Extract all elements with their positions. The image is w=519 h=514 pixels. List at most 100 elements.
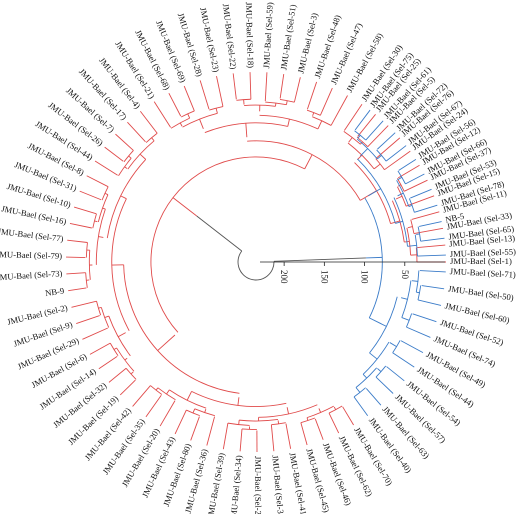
leaf-branch xyxy=(405,173,425,185)
internal-branch xyxy=(304,154,313,170)
leaf-branch xyxy=(404,179,428,192)
leaf-branch xyxy=(174,409,187,435)
leaf-branch xyxy=(300,422,308,446)
clade-arc xyxy=(209,106,224,111)
leaf-label: JMU-Bael (Sel-39) xyxy=(205,452,226,514)
clade-arc xyxy=(417,285,422,301)
internal-branch xyxy=(355,387,361,393)
internal-branch xyxy=(333,406,337,410)
internal-branch xyxy=(395,195,403,200)
internal-branch xyxy=(368,188,381,197)
leaf-label: JMU-Bael (Sel-50) xyxy=(448,283,515,302)
leaf-branch xyxy=(199,80,210,110)
clade-arc xyxy=(406,227,412,256)
internal-branch xyxy=(166,389,170,395)
clade-arc xyxy=(306,405,334,419)
leaf-branch xyxy=(385,145,407,162)
internal-branch xyxy=(102,207,106,210)
leaf-branch xyxy=(249,72,252,100)
leaf-branch xyxy=(190,416,200,441)
internal-branch xyxy=(98,236,104,238)
clade-arc xyxy=(306,109,321,116)
leaf-branch xyxy=(139,110,158,134)
internal-branch xyxy=(172,197,198,217)
clade-arc xyxy=(375,365,387,378)
scale-tick-label: 50 xyxy=(400,270,410,280)
clade-arc xyxy=(396,180,410,207)
leaf-branch xyxy=(330,95,348,126)
leaf-label: JMU-Bael (Sel-73) xyxy=(0,268,63,282)
leaf-label: JMU-Bael (Sel-55) xyxy=(450,246,517,258)
root-branch-blue xyxy=(273,257,366,262)
internal-branch xyxy=(199,119,204,129)
internal-branch xyxy=(285,100,288,105)
internal-branch xyxy=(186,391,192,401)
internal-branch xyxy=(124,357,128,361)
leaf-branch xyxy=(353,396,369,416)
leaf-branch xyxy=(264,72,268,102)
leaf-branch xyxy=(153,101,171,128)
leaf-branch xyxy=(239,428,243,452)
leaf-branch xyxy=(66,256,86,258)
leaf-branch xyxy=(365,120,384,141)
internal-branch xyxy=(287,119,290,127)
leaf-label: JMU-Bael (Sel-27) xyxy=(253,456,263,514)
internal-branch xyxy=(155,387,159,391)
clade-arc xyxy=(85,242,88,258)
internal-branch xyxy=(113,347,117,350)
internal-branch xyxy=(416,291,420,294)
internal-branch xyxy=(286,407,289,414)
clade-arc xyxy=(239,419,279,422)
leaf-branch xyxy=(216,76,224,107)
leaf-branch xyxy=(206,416,216,446)
leaf-branch xyxy=(319,87,333,116)
internal-branch xyxy=(128,155,132,159)
clade-arc xyxy=(182,112,218,128)
leaf-branch xyxy=(132,385,151,407)
internal-branch xyxy=(377,155,382,160)
leaf-branch xyxy=(69,223,92,229)
leaf-branch xyxy=(417,254,446,257)
leaf-branch xyxy=(66,272,86,275)
leaf-branch xyxy=(413,227,444,235)
internal-branch xyxy=(416,233,420,235)
clade-arc xyxy=(236,98,251,101)
internal-branch xyxy=(411,280,418,282)
internal-branch xyxy=(397,176,403,181)
leaf-branch xyxy=(94,160,118,176)
internal-branch xyxy=(237,397,240,406)
clade-arc xyxy=(271,422,286,426)
internal-branch xyxy=(377,368,382,372)
clade-arc xyxy=(150,156,305,333)
leaf-branch xyxy=(127,121,146,143)
clade-arc xyxy=(353,387,366,398)
clade-arc xyxy=(96,301,102,316)
clade-arc xyxy=(414,234,418,257)
leaf-branch xyxy=(104,146,124,162)
internal-branch xyxy=(373,163,381,170)
internal-branch xyxy=(139,153,147,160)
clade-arc xyxy=(116,347,135,372)
clade-arc xyxy=(111,198,130,331)
leaf-branch xyxy=(414,204,438,213)
clade-arc xyxy=(279,98,295,103)
internal-branch xyxy=(357,134,361,139)
leaf-branch xyxy=(86,175,109,188)
clade-arc xyxy=(396,178,405,192)
clade-arc xyxy=(356,136,369,147)
leaf-branch xyxy=(279,73,285,99)
clade-arc xyxy=(415,270,420,293)
leaf-label: JMU-Bael (Sel-16) xyxy=(0,203,67,226)
internal-branch xyxy=(389,342,397,348)
leaf-branch xyxy=(293,77,301,103)
leaf-branch xyxy=(417,244,446,249)
internal-branch xyxy=(365,256,383,259)
leaf-branch xyxy=(397,164,420,179)
leaf-branch xyxy=(89,342,111,355)
leaf-label: JMU-Bael (Sel-71) xyxy=(450,266,517,279)
leaf-branch xyxy=(76,315,100,324)
clade-arc xyxy=(397,170,406,185)
internal-branch xyxy=(359,148,369,157)
internal-branch xyxy=(369,317,387,327)
